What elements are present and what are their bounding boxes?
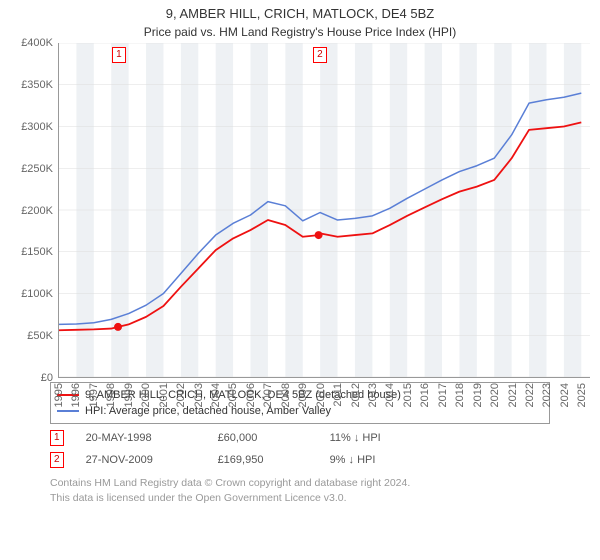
sale-marker: 1 (112, 47, 126, 63)
y-tick-label: £0 (41, 372, 53, 384)
x-tick-label: 2017 (437, 383, 449, 407)
sale-date: 27-NOV-2009 (86, 454, 196, 466)
x-tick-label: 2025 (576, 383, 588, 407)
x-tick-label: 2019 (472, 383, 484, 407)
x-tick-label: 1998 (105, 383, 117, 407)
x-tick-label: 2003 (193, 383, 205, 407)
x-tick-label: 2012 (350, 383, 362, 407)
x-tick-label: 2023 (541, 383, 553, 407)
attribution-line: This data is licensed under the Open Gov… (50, 491, 550, 506)
x-tick-label: 2004 (210, 383, 222, 407)
page-title: 9, AMBER HILL, CRICH, MATLOCK, DE4 5BZ (0, 0, 600, 21)
sale-date: 20-MAY-1998 (86, 432, 196, 444)
x-tick-label: 2011 (332, 383, 344, 407)
legend-swatch (57, 410, 79, 412)
sales-table: 1 20-MAY-1998 £60,000 11% ↓ HPI 2 27-NOV-2009… (0, 430, 600, 468)
x-tick-label: 2015 (402, 383, 414, 407)
y-tick-label: £250K (21, 163, 53, 175)
x-tick-label: 2001 (158, 383, 170, 407)
x-tick-label: 2006 (245, 383, 257, 407)
x-tick-label: 2016 (419, 383, 431, 407)
chart-svg (59, 43, 590, 377)
x-tick-label: 2018 (454, 383, 466, 407)
x-tick-label: 2020 (489, 383, 501, 407)
x-tick-label: 2022 (524, 383, 536, 407)
x-tick-label: 1997 (88, 383, 100, 407)
x-tick-label: 1995 (53, 383, 65, 407)
sale-delta: 9% ↓ HPI (330, 454, 376, 466)
sale-price: £169,950 (218, 454, 308, 466)
attribution-line: Contains HM Land Registry data © Crown c… (50, 476, 550, 491)
sale-marker-ref: 2 (50, 452, 64, 468)
page-subtitle: Price paid vs. HM Land Registry's House … (0, 21, 600, 43)
sale-marker: 2 (313, 47, 327, 63)
y-tick-label: £50K (27, 330, 53, 342)
y-tick-label: £100K (21, 288, 53, 300)
y-tick-label: £300K (21, 121, 53, 133)
sale-marker-ref: 1 (50, 430, 64, 446)
x-tick-label: 2024 (559, 383, 571, 407)
x-tick-label: 2009 (297, 383, 309, 407)
legend-label: HPI: Average price, detached house, Ambe… (85, 405, 331, 417)
x-tick-label: 2010 (315, 383, 327, 407)
x-tick-label: 2021 (507, 383, 519, 407)
sale-row: 2 27-NOV-2009 £169,950 9% ↓ HPI (50, 452, 550, 468)
chart: £0£50K£100K£150K£200K£250K£300K£350K£400… (8, 43, 592, 378)
x-tick-label: 2013 (367, 383, 379, 407)
x-tick-label: 2000 (140, 383, 152, 407)
x-tick-label: 2002 (175, 383, 187, 407)
y-tick-label: £150K (21, 246, 53, 258)
y-tick-label: £400K (21, 37, 53, 49)
x-tick-label: 1999 (123, 383, 135, 407)
x-tick-label: 2014 (384, 383, 396, 407)
x-tick-label: 2008 (280, 383, 292, 407)
plot-area: £0£50K£100K£150K£200K£250K£300K£350K£400… (58, 43, 590, 378)
y-tick-label: £200K (21, 205, 53, 217)
x-tick-label: 2005 (227, 383, 239, 407)
sale-price: £60,000 (218, 432, 308, 444)
sale-row: 1 20-MAY-1998 £60,000 11% ↓ HPI (50, 430, 550, 446)
y-tick-label: £350K (21, 79, 53, 91)
x-tick-label: 1996 (70, 383, 82, 407)
x-tick-label: 2007 (262, 383, 274, 407)
sale-delta: 11% ↓ HPI (330, 432, 381, 444)
attribution: Contains HM Land Registry data © Crown c… (50, 476, 550, 505)
